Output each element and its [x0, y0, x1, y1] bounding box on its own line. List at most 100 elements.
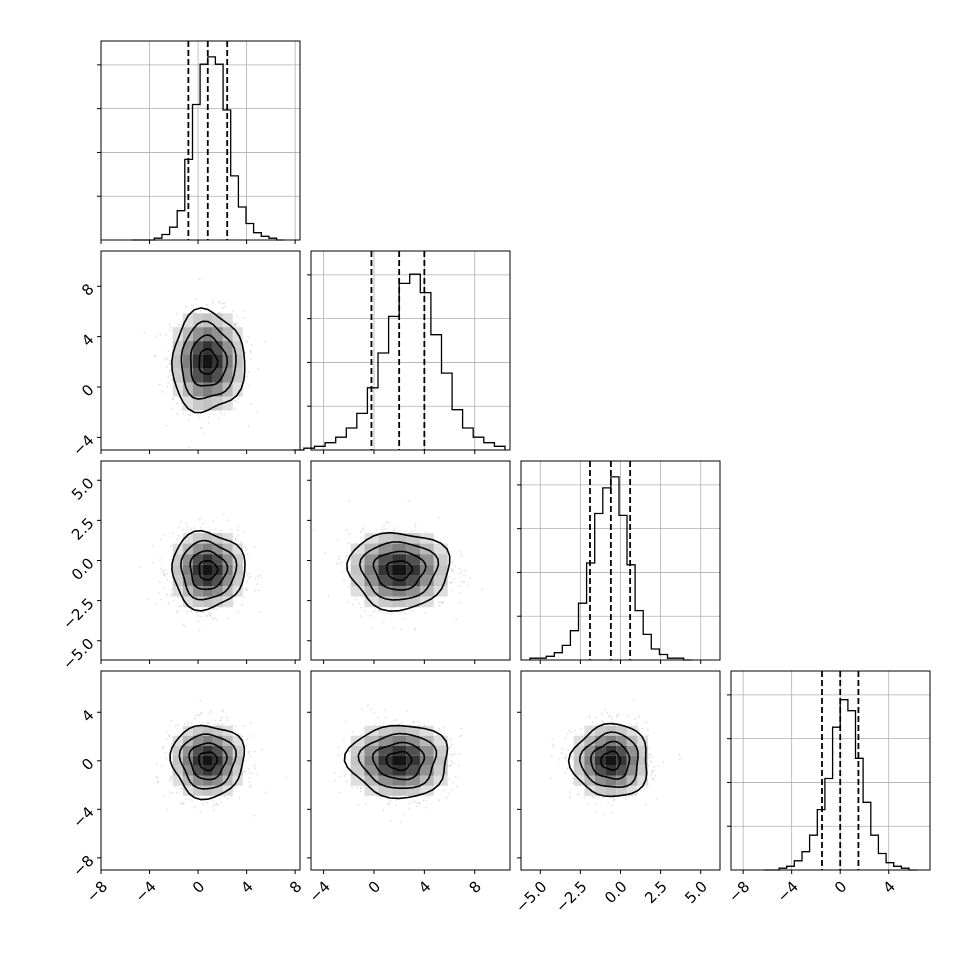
sample-point: [406, 710, 409, 712]
contour-0: [198, 559, 219, 581]
sample-point: [594, 810, 597, 813]
sample-point: [188, 446, 190, 449]
sample-point: [217, 723, 220, 726]
sample-point: [159, 333, 162, 336]
sample-point: [195, 414, 198, 417]
sample-point: [249, 721, 252, 724]
sample-point: [146, 598, 149, 600]
scatter-panel-2-1: [307, 460, 511, 664]
sample-point: [613, 798, 615, 800]
density-cell: [192, 533, 203, 544]
sample-point: [424, 806, 427, 809]
density-cell: [392, 745, 407, 756]
sample-point: [253, 750, 256, 753]
sample-point: [183, 625, 186, 628]
sample-point: [172, 398, 175, 400]
sample-point: [469, 577, 471, 580]
density-cell: [192, 327, 203, 342]
sample-point: [377, 716, 379, 719]
sample-point: [408, 802, 411, 805]
density-cell: [182, 554, 193, 565]
sample-point: [201, 427, 204, 429]
sample-point: [357, 803, 360, 806]
sample-point: [253, 764, 256, 767]
scatter-panel-3-0: [97, 670, 301, 874]
sample-point: [162, 572, 165, 575]
sample-point: [449, 746, 452, 749]
sample-point: [552, 743, 554, 746]
sample-point: [249, 785, 251, 787]
sample-point: [459, 592, 462, 594]
sample-point: [202, 803, 205, 806]
sample-point: [392, 529, 395, 532]
sample-point: [364, 802, 367, 805]
density-cell: [172, 564, 183, 576]
density-cell: [222, 596, 233, 608]
sample-point: [449, 738, 452, 740]
sample-point: [232, 310, 235, 312]
density-cell: [364, 755, 379, 766]
hist-panel-1: [293, 250, 511, 454]
sample-point: [211, 302, 214, 304]
sample-point: [206, 721, 209, 724]
density-cell: [192, 543, 203, 555]
sample-point: [422, 799, 425, 802]
sample-point: [354, 598, 357, 601]
sample-point: [196, 610, 199, 613]
sample-point: [459, 735, 461, 738]
density-cell: [202, 533, 213, 544]
sample-point: [206, 802, 208, 804]
sample-point: [180, 408, 183, 411]
sample-point: [359, 787, 362, 789]
density-cell: [202, 354, 213, 369]
sample-point: [173, 599, 175, 602]
density-cell: [192, 755, 203, 766]
sample-point: [158, 591, 161, 594]
density-cell: [192, 564, 203, 576]
sample-point: [362, 527, 365, 529]
sample-point: [256, 411, 259, 413]
sample-point: [234, 537, 237, 540]
sample-point: [393, 626, 395, 629]
sample-point: [243, 596, 245, 598]
sample-point: [167, 382, 170, 384]
sample-point: [155, 335, 157, 338]
panel-frame: [100, 40, 301, 241]
panel-frame: [100, 250, 301, 451]
sample-point: [233, 600, 236, 603]
sample-point: [178, 324, 180, 327]
sample-point: [606, 712, 609, 714]
sample-point: [385, 612, 388, 615]
density-cell: [192, 586, 203, 597]
sample-point: [233, 399, 236, 402]
sample-point: [457, 765, 460, 767]
sample-point: [154, 776, 157, 778]
sample-point: [338, 555, 341, 558]
sample-point: [448, 576, 451, 578]
sample-point: [348, 533, 351, 535]
sample-point: [177, 733, 180, 735]
sample-point: [337, 558, 340, 561]
sample-point: [248, 777, 250, 780]
sample-point: [382, 621, 385, 624]
sample-point: [458, 601, 461, 604]
sample-point: [161, 746, 164, 749]
sample-point: [205, 615, 207, 617]
sample-point: [209, 615, 212, 617]
sample-point: [250, 344, 253, 346]
sample-point: [208, 421, 210, 424]
sample-point: [337, 746, 340, 748]
sample-point: [249, 755, 252, 758]
density-cell: [192, 341, 203, 355]
sample-point: [213, 809, 216, 812]
sample-point: [557, 758, 560, 761]
sample-point: [164, 569, 167, 572]
sample-point: [458, 584, 460, 587]
sample-point: [180, 605, 182, 607]
density-cell: [172, 586, 183, 597]
sample-point: [197, 615, 200, 617]
sample-point: [345, 720, 347, 723]
sample-point: [244, 770, 247, 773]
sample-point: [245, 744, 248, 747]
